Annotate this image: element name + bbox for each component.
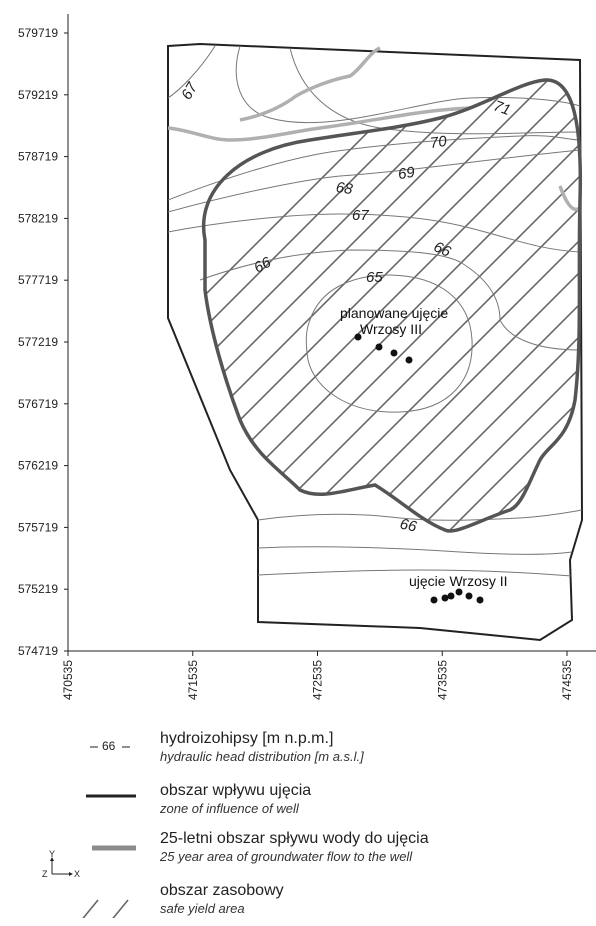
hatch-line bbox=[203, 79, 581, 531]
planned-wells-wrzosy-iii bbox=[354, 333, 413, 364]
legend-contour-sample: 66 bbox=[102, 739, 116, 753]
hatch-line bbox=[203, 79, 581, 531]
x-tick-label: 473535 bbox=[435, 660, 449, 700]
y-tick-label: 579719 bbox=[18, 26, 58, 40]
hatch-line bbox=[203, 79, 581, 531]
well-marker bbox=[455, 588, 463, 596]
legend-flow-symbol bbox=[80, 828, 150, 868]
y-tick-label: 578219 bbox=[18, 211, 58, 225]
well-marker bbox=[441, 594, 449, 602]
legend-label-en: zone of influence of well bbox=[160, 801, 299, 816]
contour-line bbox=[168, 45, 216, 99]
contour-label: 66 bbox=[398, 516, 418, 536]
well-marker bbox=[405, 356, 413, 364]
flow-area-25-year bbox=[167, 46, 582, 212]
y-tick-label: 576719 bbox=[18, 397, 58, 411]
x-tick-group: 470535 471535 472535 473535 474535 bbox=[61, 651, 574, 700]
legend-label-pl: obszar wpływu ujęcia bbox=[160, 782, 312, 799]
contour-label: 71 bbox=[491, 97, 512, 119]
well-marker bbox=[390, 349, 398, 357]
contour-line bbox=[257, 546, 573, 555]
x-tick-label: 472535 bbox=[311, 660, 325, 700]
y-tick-label: 577719 bbox=[18, 273, 58, 287]
hatch-line bbox=[203, 79, 581, 531]
well-marker bbox=[354, 333, 362, 341]
x-tick-label: 474535 bbox=[560, 660, 574, 700]
planned-well-label-line2: Wrzosy III bbox=[360, 321, 422, 337]
model-domain-boundary bbox=[167, 42, 584, 642]
y-tick-label: 574719 bbox=[18, 644, 58, 658]
hatch-line bbox=[203, 79, 581, 531]
contour-line bbox=[168, 149, 581, 213]
axis-y-label: Y bbox=[49, 849, 55, 859]
legend-item-zone-of-influence: obszar wpływu ujęcia zone of influence o… bbox=[0, 776, 596, 824]
contour-line bbox=[235, 45, 581, 124]
hydraulic-head-contours bbox=[168, 45, 582, 577]
contour-label: 67 bbox=[178, 79, 201, 103]
legend-hatch-symbol bbox=[79, 878, 150, 923]
legend-label-en: safe yield area bbox=[160, 901, 245, 916]
legend-label-pl: hydroizohipsy [m n.p.m.] bbox=[160, 730, 334, 747]
contour-label: 65 bbox=[366, 269, 383, 286]
legend-zone-symbol bbox=[80, 776, 150, 816]
hatch-line bbox=[375, 79, 581, 531]
legend-label-en: 25 year area of groundwater flow to the … bbox=[160, 849, 413, 864]
y-tick-label: 578719 bbox=[18, 150, 58, 164]
y-tick-label: 577219 bbox=[18, 335, 58, 349]
x-tick-label: 470535 bbox=[61, 660, 75, 700]
contour-line bbox=[305, 274, 473, 413]
contour-line bbox=[257, 509, 582, 521]
y-tick-group: 579719 579219 578719 578219 577719 577219 5767… bbox=[18, 26, 68, 658]
well-marker bbox=[465, 592, 473, 600]
contour-label: 67 bbox=[352, 207, 369, 224]
hydrogeological-map: 579719 579219 578719 578219 577719 577219 5767… bbox=[18, 14, 596, 700]
contour-line bbox=[168, 213, 581, 253]
legend-item-contours: 66 hydroizohipsy [m n.p.m.] hydraulic he… bbox=[0, 728, 596, 776]
contour-line bbox=[199, 249, 581, 351]
x-tick-label: 471535 bbox=[186, 660, 200, 700]
legend-label-pl: 25-letni obszar spływu wody do ujęcia bbox=[160, 830, 429, 847]
legend-contour-symbol: 66 bbox=[80, 728, 150, 768]
existing-wells-wrzosy-ii bbox=[430, 588, 484, 604]
well-marker bbox=[375, 343, 383, 351]
well-marker bbox=[430, 596, 438, 604]
hatch-line bbox=[203, 79, 581, 531]
well-marker bbox=[476, 596, 484, 604]
y-tick-label: 576219 bbox=[18, 459, 58, 473]
hatch-line bbox=[203, 79, 581, 531]
legend-item-flow-area: 25-letni obszar spływu wody do ujęcia 25… bbox=[0, 828, 596, 876]
contour-label: 66 bbox=[431, 238, 454, 261]
existing-well-label: ujęcie Wrzosy II bbox=[409, 573, 508, 589]
contour-label: 69 bbox=[397, 164, 417, 183]
axes-orientation-icon: Y Z X bbox=[42, 849, 80, 878]
hatch-line bbox=[203, 79, 581, 531]
axis-x-label: X bbox=[74, 869, 80, 878]
planned-well-label-line1: planowane ujęcie bbox=[340, 305, 448, 321]
legend-label-pl: obszar zasobowy bbox=[160, 882, 284, 899]
contour-label: 66 bbox=[251, 254, 274, 277]
contour-line bbox=[168, 135, 581, 201]
well-marker bbox=[447, 592, 455, 600]
contour-label: 68 bbox=[335, 179, 355, 198]
contour-label: 70 bbox=[429, 133, 449, 152]
y-tick-label: 579219 bbox=[18, 88, 58, 102]
hatch-line bbox=[203, 79, 581, 531]
legend-item-safe-yield: obszar zasobowy safe yield area bbox=[0, 878, 596, 926]
contour-line bbox=[257, 569, 573, 577]
y-tick-label: 575219 bbox=[18, 582, 58, 596]
legend-label-en: hydraulic head distribution [m a.s.l.] bbox=[160, 749, 364, 764]
y-tick-label: 575719 bbox=[18, 520, 58, 534]
axis-z-label: Z bbox=[42, 869, 48, 878]
zone-of-influence-boundary bbox=[201, 78, 583, 533]
